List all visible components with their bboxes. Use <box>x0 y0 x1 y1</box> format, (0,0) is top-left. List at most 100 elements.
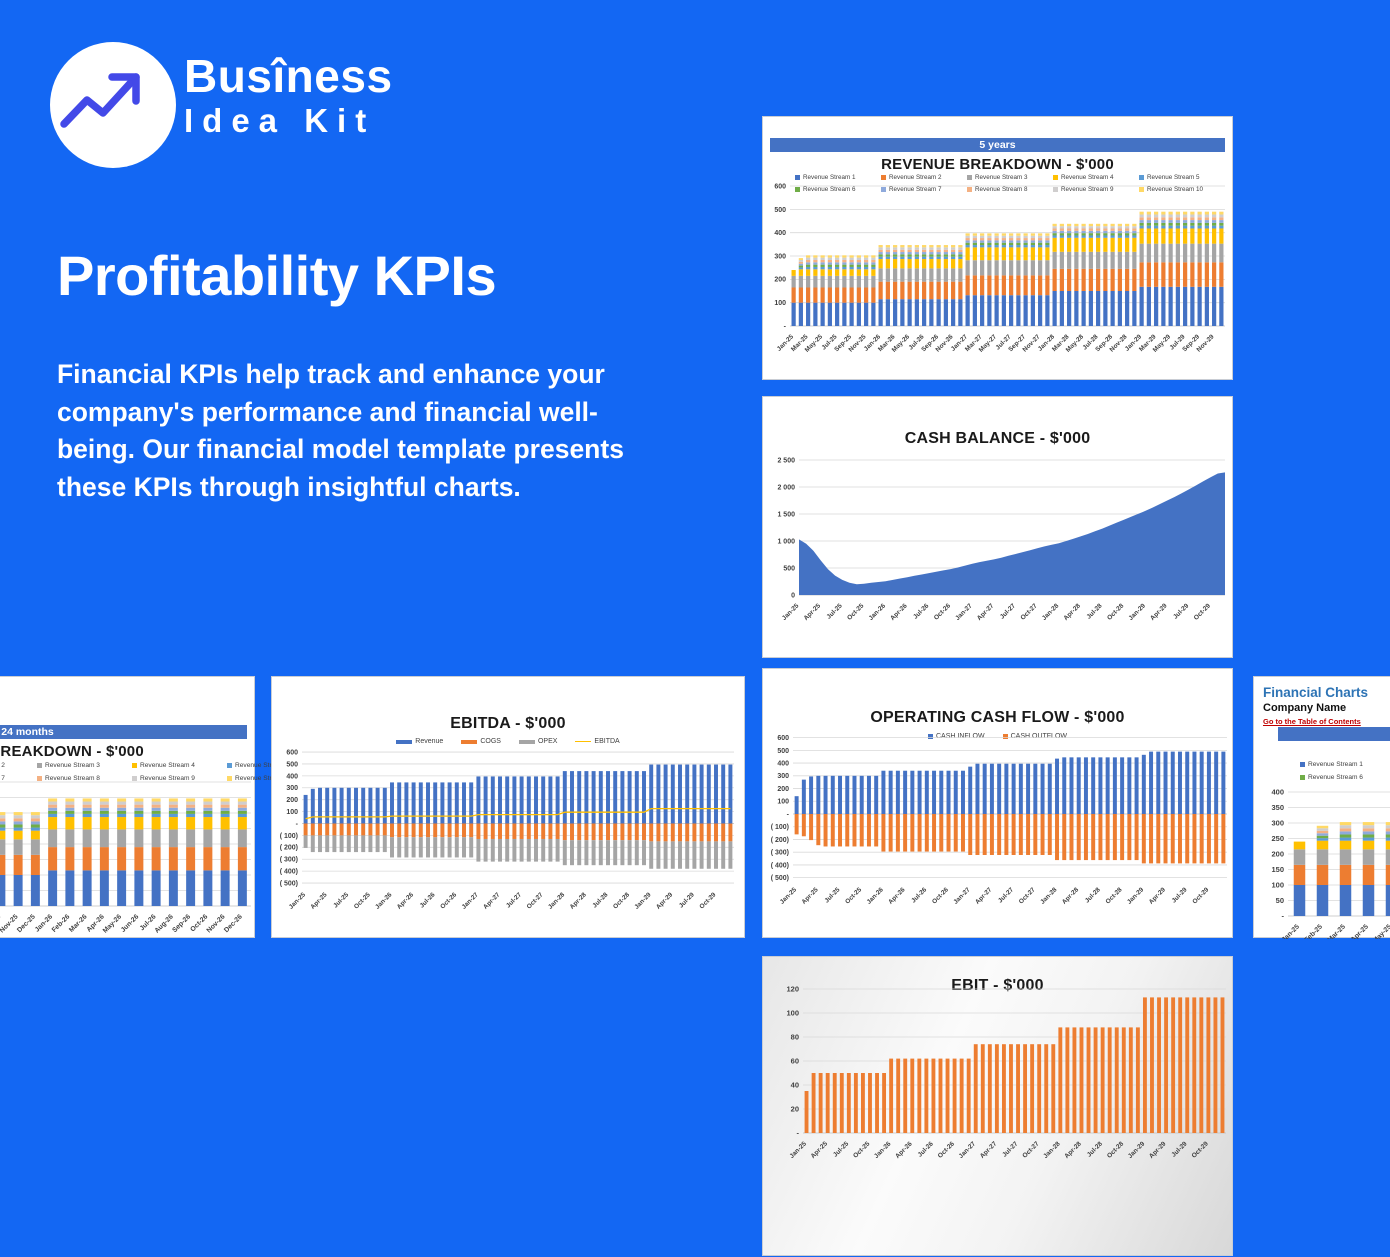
svg-text:-: - <box>1282 911 1285 920</box>
svg-text:100: 100 <box>1271 880 1284 889</box>
svg-text:200: 200 <box>1271 849 1284 858</box>
legend-item: Revenue Stream 5 <box>227 762 322 769</box>
revenue-breakdown-5y-chart: 600500400300200100-Jan-25Mar-25May-25Jul… <box>774 183 1225 354</box>
legend-item: EBITDA <box>575 738 620 745</box>
svg-text:-: - <box>787 811 790 818</box>
chart-title-ebitda: EBITDA - $'000 <box>450 715 566 732</box>
legend-item: Revenue Stream 10 <box>227 775 322 782</box>
svg-text:Jul-25: Jul-25 <box>823 886 841 904</box>
logo <box>50 42 176 168</box>
svg-text:Jul-26: Jul-26 <box>912 602 931 621</box>
legend-label: Revenue Stream 9 <box>1061 186 1114 193</box>
svg-text:-: - <box>784 323 787 330</box>
svg-text:Oct-26: Oct-26 <box>937 1140 957 1160</box>
legend-label: Revenue Stream 2 <box>0 762 5 769</box>
svg-text:Jun-26: Jun-26 <box>120 913 141 934</box>
company-name: Company Name <box>1263 702 1347 714</box>
svg-text:100: 100 <box>286 809 298 816</box>
svg-text:Apr-26: Apr-26 <box>894 1140 914 1160</box>
legend-swatch <box>132 776 137 781</box>
banner-5-years: 5 years <box>770 138 1225 152</box>
svg-text:0: 0 <box>791 592 795 599</box>
legend-swatch <box>1300 762 1305 767</box>
legend-label: Revenue Stream 2 <box>889 174 942 181</box>
svg-text:Jul-28: Jul-28 <box>1086 1140 1105 1159</box>
svg-text:Apr-29: Apr-29 <box>1148 1140 1168 1160</box>
svg-text:Apr-29: Apr-29 <box>1149 602 1169 622</box>
svg-text:200: 200 <box>286 797 298 804</box>
svg-text:Apr-28: Apr-28 <box>1061 886 1081 906</box>
legend-item: Revenue Stream 4 <box>1053 174 1139 181</box>
legend-label: Revenue Stream 1 <box>1308 761 1363 768</box>
legend-swatch <box>1053 187 1058 192</box>
svg-text:400: 400 <box>1271 787 1284 796</box>
legend-item: Revenue Stream 1 <box>795 174 881 181</box>
svg-text:-: - <box>296 821 299 828</box>
svg-text:Dec-26: Dec-26 <box>223 913 244 934</box>
svg-text:1 000: 1 000 <box>777 538 795 545</box>
svg-text:300: 300 <box>1271 818 1284 827</box>
svg-text:Oct-28: Oct-28 <box>1105 886 1124 905</box>
svg-text:Apr-25: Apr-25 <box>800 886 820 906</box>
legend-label: Revenue Stream 3 <box>45 762 100 769</box>
legend-label: Revenue Stream 1 <box>803 174 856 181</box>
svg-text:Oct-29: Oct-29 <box>1193 602 1213 622</box>
legend-item: Revenue Stream 8 <box>967 186 1053 193</box>
svg-text:Jan-26: Jan-26 <box>866 886 886 906</box>
svg-text:Oct-27: Oct-27 <box>1018 886 1037 905</box>
legend-swatch <box>227 776 232 781</box>
card-operating-cash-flow: OPERATING CASH FLOW - $'000 CASH INFLOW C… <box>762 668 1233 938</box>
svg-text:Apr-25: Apr-25 <box>309 891 329 911</box>
svg-text:Mar-26: Mar-26 <box>68 913 89 934</box>
card-cash-balance: CASH BALANCE - $'000 2 500 2 000 1 500 1 00… <box>762 396 1233 658</box>
legend-item: COGS <box>461 738 501 745</box>
svg-text:Apr-27: Apr-27 <box>974 886 994 906</box>
svg-text:Oct-28: Oct-28 <box>612 891 631 910</box>
logo-line1: Busîness <box>184 50 393 102</box>
svg-text:Oct-26: Oct-26 <box>933 602 953 622</box>
legend-label: Revenue Stream 10 <box>235 775 294 782</box>
svg-text:( 200): ( 200) <box>771 837 789 844</box>
legend-swatch <box>575 740 592 743</box>
legend-label: Revenue Stream 3 <box>975 174 1028 181</box>
legend-label: CASH OUTFLOW <box>1010 733 1067 740</box>
svg-text:Oct-26: Oct-26 <box>439 891 458 910</box>
svg-text:Jan-26: Jan-26 <box>873 1140 893 1160</box>
svg-text:Oct-28: Oct-28 <box>1106 1140 1126 1160</box>
card-financial-charts: Financial Charts Company Name Go to the … <box>1253 676 1390 939</box>
svg-text:250: 250 <box>1271 834 1284 843</box>
card-ebit: EBIT - $'000 120 100 80 60 40 20 - Jan-25 Apr-25… <box>762 956 1233 1256</box>
svg-text:500: 500 <box>777 748 789 755</box>
svg-text:( 400): ( 400) <box>280 869 298 876</box>
table-of-contents-link[interactable]: Go to the Table of Contents <box>1263 717 1361 726</box>
banner-24-months: 24 months <box>0 725 247 739</box>
svg-text:500: 500 <box>774 207 786 214</box>
svg-text:Jul-27: Jul-27 <box>997 886 1015 904</box>
legend-swatch <box>1139 187 1144 192</box>
legend-label: Revenue Stream 9 <box>140 775 195 782</box>
svg-text:( 100): ( 100) <box>771 824 789 831</box>
legend-item: Revenue Stream 3 <box>967 174 1053 181</box>
page-title: Profitability KPIs <box>57 244 497 307</box>
legend-label: Revenue Stream 4 <box>1061 174 1114 181</box>
svg-text:500: 500 <box>286 761 298 768</box>
svg-text:500: 500 <box>783 565 795 572</box>
svg-text:300: 300 <box>774 253 786 260</box>
svg-text:2 500: 2 500 <box>777 457 795 464</box>
financial-charts-title: Financial Charts <box>1263 685 1369 700</box>
legend-item: Revenue Stream 9 <box>1053 186 1139 193</box>
svg-text:Oct-27: Oct-27 <box>1021 1140 1041 1160</box>
svg-text:Jan-29: Jan-29 <box>1127 1140 1147 1160</box>
legend-item: Revenue Stream 7 <box>881 186 967 193</box>
svg-text:Oct-29: Oct-29 <box>1191 1140 1211 1160</box>
svg-text:Oct-25: Oct-25 <box>353 891 372 910</box>
svg-text:Jul-26: Jul-26 <box>917 1140 936 1159</box>
svg-text:May-25: May-25 <box>1372 923 1390 939</box>
svg-text:100: 100 <box>777 799 789 806</box>
chart-title-revenue-24m: REVENUE BREAKDOWN - $'000 <box>0 743 144 760</box>
svg-text:Apr-27: Apr-27 <box>482 891 502 911</box>
svg-text:May-26: May-26 <box>102 913 123 934</box>
legend-label: Revenue Stream 6 <box>1308 774 1363 781</box>
legend-label: Revenue Stream 5 <box>1147 174 1200 181</box>
